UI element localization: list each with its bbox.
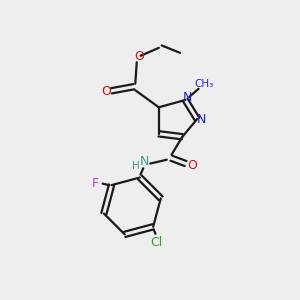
Text: O: O <box>101 85 111 98</box>
Text: N: N <box>197 112 206 126</box>
Text: F: F <box>92 177 99 190</box>
Text: H: H <box>132 161 140 171</box>
Text: Cl: Cl <box>151 236 163 249</box>
Text: CH₃: CH₃ <box>195 79 214 89</box>
Text: O: O <box>134 50 144 63</box>
Text: O: O <box>187 159 197 172</box>
Text: N: N <box>183 91 192 104</box>
Text: N: N <box>140 155 149 168</box>
